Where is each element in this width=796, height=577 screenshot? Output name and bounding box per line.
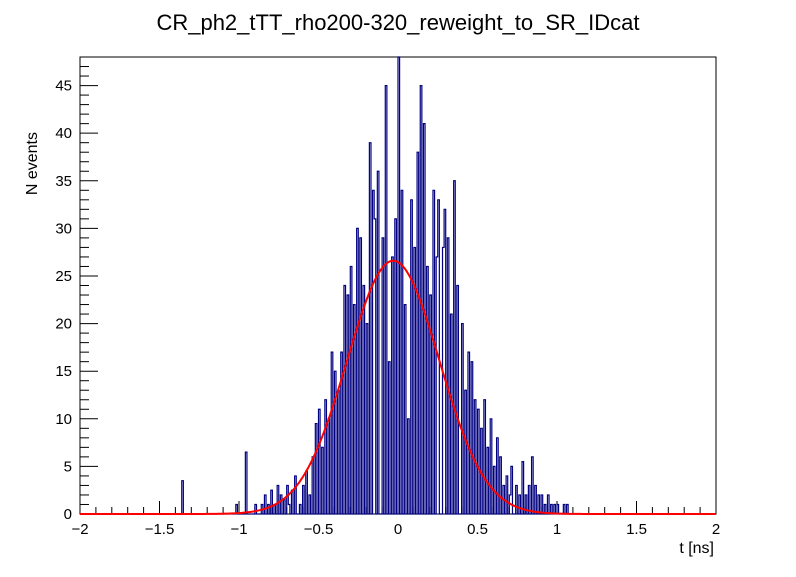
y-tick-label: 45: [55, 78, 72, 95]
y-tick-label: 5: [64, 458, 72, 475]
x-tick-label: −1.5: [145, 521, 175, 538]
y-tick-label: 0: [64, 506, 72, 523]
y-tick-label: 15: [55, 363, 72, 380]
x-tick-label: −2: [71, 521, 88, 538]
x-tick-label: 0: [394, 521, 402, 538]
x-tick-label: 2: [712, 521, 720, 538]
y-tick-label: 25: [55, 268, 72, 285]
y-tick-label: 30: [55, 220, 72, 237]
y-tick-label: 40: [55, 125, 72, 142]
gaussian-fit-curve: [80, 259, 716, 515]
x-tick-label: −0.5: [304, 521, 334, 538]
x-tick-label: 1: [553, 521, 561, 538]
x-tick-label: −1: [230, 521, 247, 538]
y-axis-label: N events: [24, 132, 41, 195]
x-axis-label: t [ns]: [679, 540, 714, 557]
y-tick-label: 20: [55, 316, 72, 333]
y-tick-label: 35: [55, 173, 72, 190]
x-tick-label: 0.5: [467, 521, 488, 538]
chart-title: CR_ph2_tTT_rho200-320_reweight_to_SR_IDc…: [156, 10, 639, 35]
x-tick-label: 1.5: [626, 521, 647, 538]
histogram-data: [80, 56, 716, 515]
y-tick-label: 10: [55, 411, 72, 428]
